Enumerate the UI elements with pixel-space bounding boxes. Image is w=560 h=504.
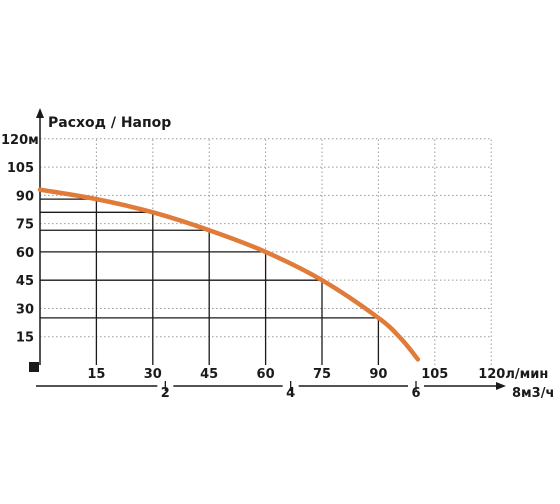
x-tick-label-105: 105 [421,367,448,382]
y-tick-label-30: 30 [16,302,34,317]
y-tick-label-105: 105 [7,161,34,176]
x-tick-label-45: 45 [200,367,218,382]
curve-layer [37,187,421,362]
y-tick-label-120: 120м [1,133,39,148]
x-tick-label-75: 75 [313,367,331,382]
x-tick-label-90: 90 [369,367,387,382]
y-tick-label-75: 75 [16,218,34,233]
x-tick-label-30: 30 [144,367,162,382]
y-tick-label-60: 60 [16,246,34,261]
chart-title: Расход / Напор [48,115,171,131]
grid-layer [40,138,492,365]
y-unit-label: м [28,133,39,148]
x-tick-label-60: 60 [257,367,275,382]
y-tick-label-15: 15 [16,331,34,346]
performance-curve [37,187,421,362]
secondary-x-axis-arrow [496,382,506,390]
x2-tick-label-6: 6 [411,386,420,401]
x2-unit-label: м3/ч [521,386,554,401]
x-tick-label-15: 15 [87,367,105,382]
x-tick-label-120: 120л/мин [478,367,548,382]
origin-marker [29,362,39,372]
drop-lines-layer [40,198,380,365]
axis-labels-layer: 15 30 45 60 75 90 105 120м 15 30 45 60 75 90 105 120л/м… [1,133,554,401]
y-axis-arrow [36,108,44,118]
x2-tick-label-2: 2 [161,386,170,401]
y-tick-label-45: 45 [16,274,34,289]
x-unit-label: л/мин [505,367,548,382]
y-tick-label-90: 90 [16,189,34,204]
x2-tick-label-8: 8м3/ч [512,386,554,401]
x2-tick-label-4: 4 [286,386,295,401]
